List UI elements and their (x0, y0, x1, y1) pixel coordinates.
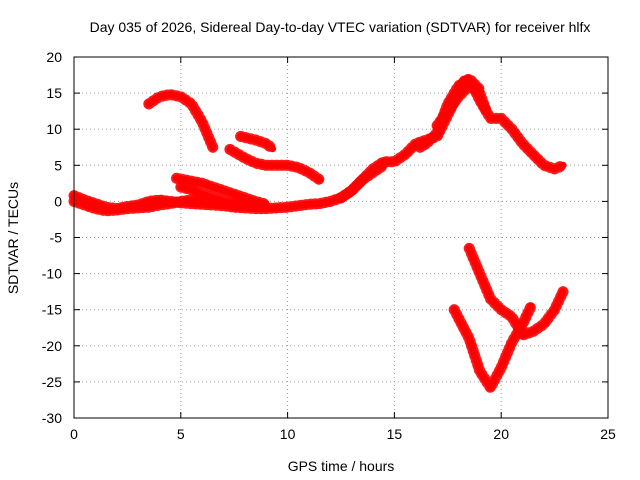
y-tick-label: -15 (42, 302, 62, 318)
x-tick-label: 5 (177, 426, 185, 442)
grid (74, 57, 608, 418)
y-tick-label: 10 (46, 121, 62, 137)
series-markers-arc-7 (175, 181, 251, 211)
y-tick-label: -20 (42, 338, 62, 354)
x-tick-label: 20 (493, 426, 509, 442)
y-tick-label: -30 (42, 410, 62, 426)
series-markers-arc-10 (431, 80, 492, 132)
x-tick-label: 0 (70, 426, 78, 442)
series-markers-arc-4 (235, 130, 279, 155)
series-markers-arc-11 (463, 242, 569, 341)
series-markers-arc-5 (224, 143, 326, 186)
y-tick-label: 20 (46, 49, 62, 65)
series-markers-arc-2 (68, 193, 208, 217)
y-tick-label: 5 (54, 157, 62, 173)
x-axis-title: GPS time / hours (288, 458, 395, 474)
x-tick-label: 25 (600, 426, 616, 442)
series-markers-arc-12 (448, 300, 537, 394)
y-tick-label: 15 (46, 85, 62, 101)
x-tick-labels: 0 5 10 15 20 25 (70, 426, 616, 442)
x-tick-label: 15 (387, 426, 403, 442)
series-markers-arc-6 (171, 172, 272, 210)
y-tick-label: -25 (42, 374, 62, 390)
y-tick-label: 0 (54, 193, 62, 209)
chart-title: Day 035 of 2026, Sidereal Day-to-day VTE… (90, 19, 591, 35)
y-tick-labels: -30 -25 -20 -15 -10 -5 0 5 10 15 20 (42, 49, 62, 426)
series-markers-arc-3 (143, 89, 219, 153)
plot-frame (73, 56, 609, 419)
x-tick-label: 10 (280, 426, 296, 442)
series-markers-arc-8 (335, 159, 390, 204)
y-tick-label: -10 (42, 266, 62, 282)
y-tick-label: -5 (50, 230, 63, 246)
data-series (68, 73, 569, 394)
y-axis-title: SDTVAR / TECUs (5, 182, 21, 294)
